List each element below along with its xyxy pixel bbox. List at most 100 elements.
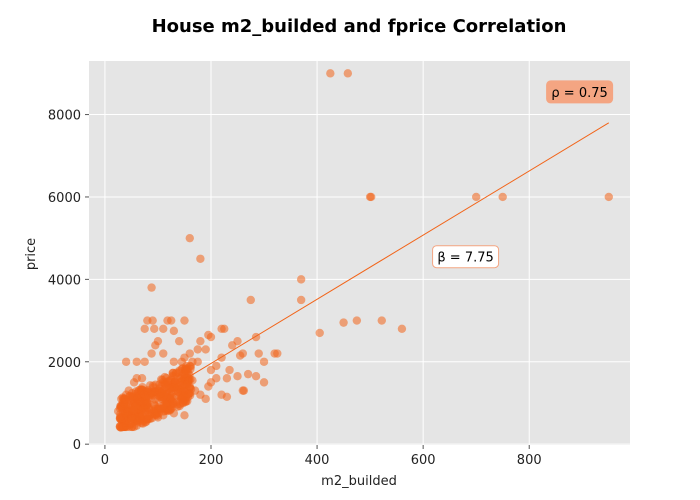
data-point [315,328,324,338]
data-point [138,382,147,392]
data-point [193,345,202,354]
data-point [167,393,176,402]
data-point [196,254,205,263]
data-point [246,295,255,305]
data-point [147,349,156,358]
data-point [150,324,159,334]
grid [89,61,630,445]
data-point [139,404,148,413]
data-point [188,376,197,385]
data-point [179,386,189,396]
data-point [133,394,142,403]
data-point [175,399,185,409]
data-point [343,69,353,78]
data-point [604,192,613,202]
data-point [239,386,249,395]
data-point [160,372,169,382]
data-point [243,369,253,379]
data-point [145,381,155,390]
data-point [140,324,149,334]
regression-line [157,122,610,396]
data-point [147,283,156,292]
data-point [498,192,507,202]
x-tick-label: 600 [411,453,436,468]
data-point [159,349,168,358]
data-point [151,404,161,413]
data-point [124,386,133,395]
data-point [377,316,386,325]
data-point [185,233,194,243]
annotations: ρ = 0.75 β = 7.75 [432,80,614,269]
y-tick-label: 6000 [48,191,81,206]
y-tick-label: 2000 [48,356,81,371]
data-points [113,69,613,432]
data-point [180,411,189,420]
data-point [141,391,151,401]
data-point [132,357,141,366]
data-point [159,324,168,334]
data-point [201,345,210,354]
data-point [169,409,179,418]
data-point [143,415,152,424]
data-point [174,336,184,346]
data-point [326,69,335,78]
data-point [254,349,263,358]
annotation-box: ρ = 0.75 [546,80,614,104]
data-point [119,398,128,408]
data-point [148,391,157,400]
data-point [159,411,168,420]
y-tick-label: 8000 [48,109,81,124]
data-point [259,378,269,387]
data-point [137,374,147,383]
data-point [233,336,242,346]
data-point [167,316,176,325]
data-point [169,357,179,366]
x-axis-label: m2_builded [321,474,397,489]
annotation-text: ρ = 0.75 [551,86,607,101]
data-point [121,357,131,366]
data-point [259,357,269,366]
data-point [123,407,132,416]
data-point [296,275,306,284]
data-point [169,326,179,336]
data-point [222,392,232,401]
annotation-bg [432,245,500,269]
data-point [251,371,261,381]
data-point [129,378,139,387]
data-point [222,374,232,383]
data-point [204,330,213,340]
data-point [235,351,245,360]
data-point [148,316,157,325]
data-point [206,365,216,375]
data-point [132,421,141,430]
data-point [171,378,180,388]
data-point [339,318,348,327]
data-point [177,357,187,366]
data-point [156,382,166,391]
data-point [204,382,213,391]
x-tick-label: 800 [517,453,542,468]
data-point [180,316,189,325]
data-point [352,316,362,325]
data-point [196,336,205,346]
data-point [471,192,481,202]
data-point [151,341,160,350]
regression-line-group [157,122,610,396]
annotation-box: β = 7.75 [432,245,500,269]
data-point [172,368,181,377]
y-tick-label: 4000 [48,273,81,288]
annotation-bg [546,80,614,104]
data-point [296,295,306,305]
y-axis-label: price [24,238,39,270]
x-tick-label: 200 [199,453,224,468]
data-point [397,324,407,334]
data-point [225,365,234,375]
data-point [131,402,140,411]
annotation-text: β = 7.75 [437,251,493,266]
x-tick-label: 400 [305,453,330,468]
x-tick-label: 0 [101,453,109,468]
data-point [179,369,189,379]
data-point [220,324,229,334]
data-point [273,349,282,358]
